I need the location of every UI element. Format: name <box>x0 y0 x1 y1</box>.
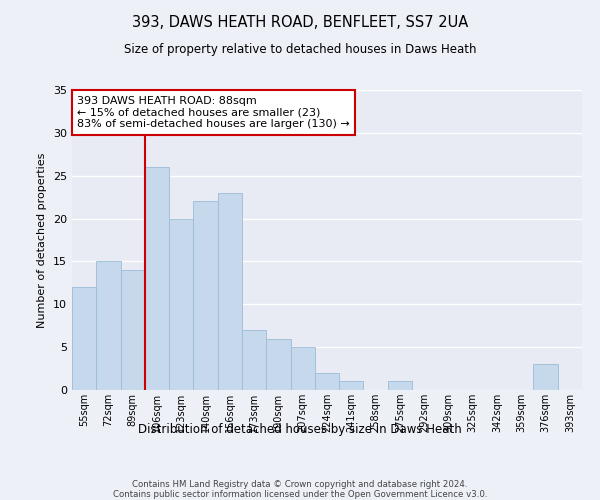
Text: Contains HM Land Registry data © Crown copyright and database right 2024.: Contains HM Land Registry data © Crown c… <box>132 480 468 489</box>
Bar <box>121 270 145 390</box>
Y-axis label: Number of detached properties: Number of detached properties <box>37 152 47 328</box>
Bar <box>315 373 339 390</box>
Bar <box>339 382 364 390</box>
Bar <box>388 382 412 390</box>
Bar <box>218 193 242 390</box>
Text: Contains public sector information licensed under the Open Government Licence v3: Contains public sector information licen… <box>113 490 487 499</box>
Bar <box>145 167 169 390</box>
Bar <box>533 364 558 390</box>
Bar <box>96 262 121 390</box>
Bar <box>266 338 290 390</box>
Text: Size of property relative to detached houses in Daws Heath: Size of property relative to detached ho… <box>124 42 476 56</box>
Bar <box>193 202 218 390</box>
Text: 393, DAWS HEATH ROAD, BENFLEET, SS7 2UA: 393, DAWS HEATH ROAD, BENFLEET, SS7 2UA <box>132 15 468 30</box>
Bar <box>72 287 96 390</box>
Text: Distribution of detached houses by size in Daws Heath: Distribution of detached houses by size … <box>138 422 462 436</box>
Bar <box>242 330 266 390</box>
Bar <box>169 218 193 390</box>
Bar <box>290 347 315 390</box>
Text: 393 DAWS HEATH ROAD: 88sqm
← 15% of detached houses are smaller (23)
83% of semi: 393 DAWS HEATH ROAD: 88sqm ← 15% of deta… <box>77 96 350 129</box>
